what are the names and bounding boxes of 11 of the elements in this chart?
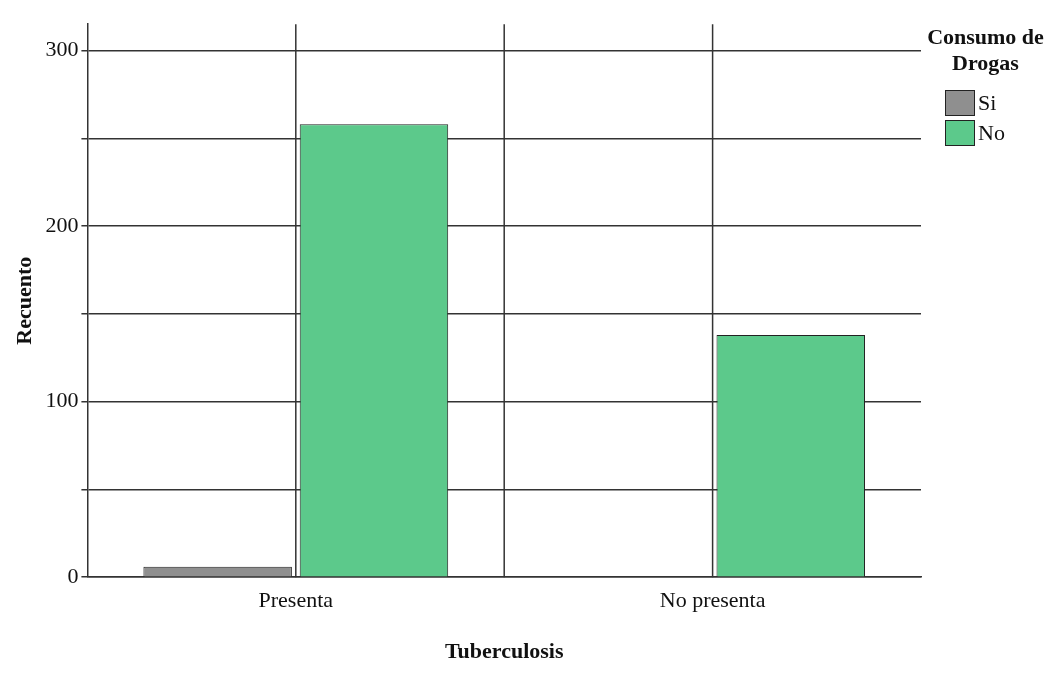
y-axis-title: Recuento <box>10 256 36 345</box>
y-tick-label: 300 <box>45 36 79 62</box>
x-tick-label: No presenta <box>659 587 766 613</box>
legend-title: Consumo de Drogas <box>926 24 1045 76</box>
x-tick-label: Presenta <box>258 587 334 613</box>
legend-label: Si <box>978 90 997 116</box>
y-tick-label: 0 <box>67 562 79 588</box>
legend-label: No <box>978 120 1005 146</box>
y-tick-label: 200 <box>45 211 79 237</box>
y-tick-label: 100 <box>45 387 79 413</box>
x-axis-title: Tuberculosis <box>444 638 564 664</box>
